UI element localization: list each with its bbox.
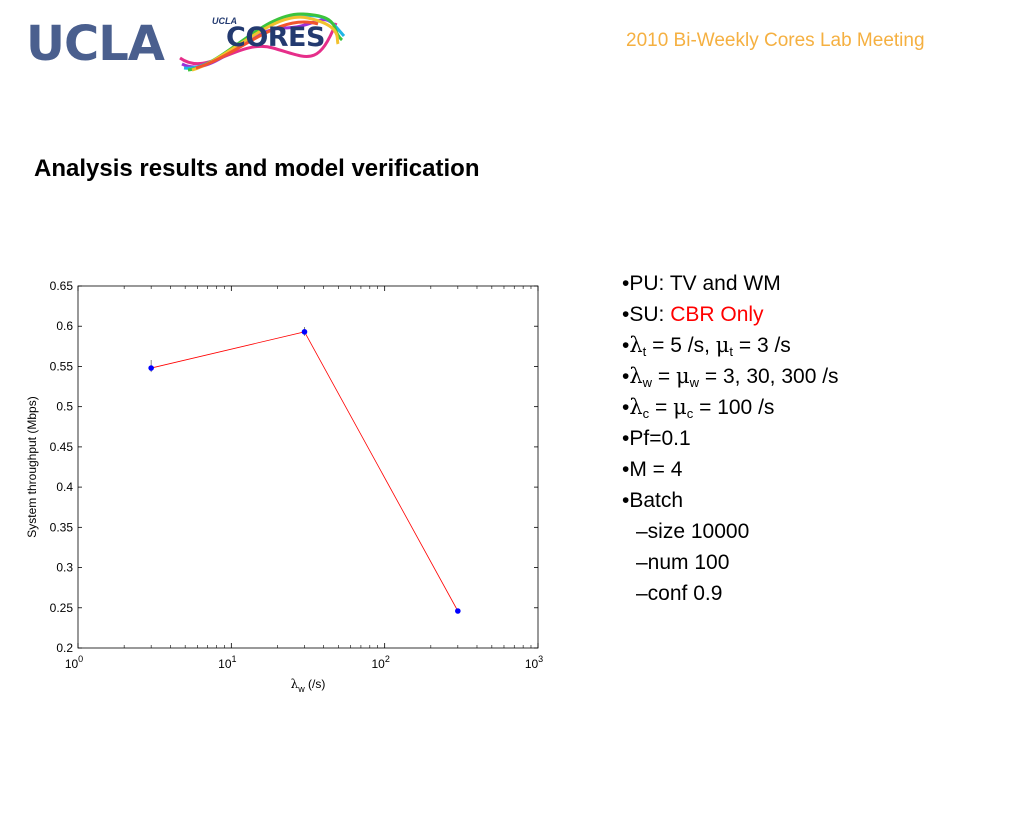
bullet-lambda-c: •λc = μc = 100 /s [622,395,775,421]
su-highlight: CBR Only [670,303,764,326]
meeting-title: 2010 Bi-Weekly Cores Lab Meeting [626,30,925,51]
y-tick-label: 0.5 [56,400,73,414]
ucla-logo: UCLA [26,16,165,72]
x-minor-ticks [123,286,532,648]
y-axis-ticks: 0.2 0.25 0.3 0.35 0.4 0.45 0.5 0.55 0.6 0.65 [50,279,538,655]
y-tick-label: 0.35 [50,520,74,534]
y-tick-label: 0.2 [56,641,73,655]
x-axis-label-sub: w [297,684,305,694]
data-point [148,365,154,371]
bullet-m: •M = 4 [622,458,683,481]
cores-logo: UCLA CORES [178,8,348,74]
bullet-pf: •Pf=0.1 [622,427,691,450]
y-tick-label: 0.6 [56,319,73,333]
bullet-lambda-t: •λt = 5 /s, μt = 3 /s [622,333,791,359]
bullet-pu: •PU: TV and WM [622,272,781,295]
cores-logo-text: CORES [226,22,325,53]
x-axis-label-unit: (/s) [305,677,326,691]
bullet-su: •SU: CBR Only [622,303,764,326]
y-tick-label: 0.55 [50,359,74,373]
data-point [455,608,461,614]
y-tick-label: 0.3 [56,561,73,575]
data-point [301,329,308,335]
y-tick-label: 0.45 [50,440,74,454]
x-tick-label: 101 [218,654,236,671]
bullet-conf: –conf 0.9 [636,582,723,605]
y-tick-label: 0.4 [56,480,73,494]
logo-area: UCLA UCLA CORES [26,8,346,74]
y-tick-label: 0.65 [50,279,74,293]
x-tick-label: 103 [525,654,543,671]
x-axis-label-symbol: λ [291,677,299,691]
y-tick-label: 0.25 [50,601,74,615]
cores-wave-icon [179,12,346,72]
cores-logo-small-text: UCLA [212,16,237,26]
plot-area [77,285,539,649]
parameter-list: •PU: TV and WM •SU: CBR Only •λt = 5 /s,… [622,268,839,609]
throughput-chart: 0.20.250.30.350.40.450.50.550.60.65 100 1… [25,279,543,694]
bullet-num: –num 100 [636,551,730,574]
x-tick-label: 102 [371,654,389,671]
bullet-lambda-w: •λw = μw = 3, 30, 300 /s [622,364,839,390]
bullet-size: –size 10000 [636,520,750,543]
slide-title: Analysis results and model verification [34,155,480,182]
x-tick-label: 100 [65,654,83,671]
y-axis-label: System throughput (Mbps) [25,396,39,537]
x-axis-ticks: 100 101 102 103 [65,286,543,671]
x-axis-label: λw (/s) [291,677,326,694]
series-group [148,327,461,614]
bullet-batch: •Batch [622,489,684,512]
